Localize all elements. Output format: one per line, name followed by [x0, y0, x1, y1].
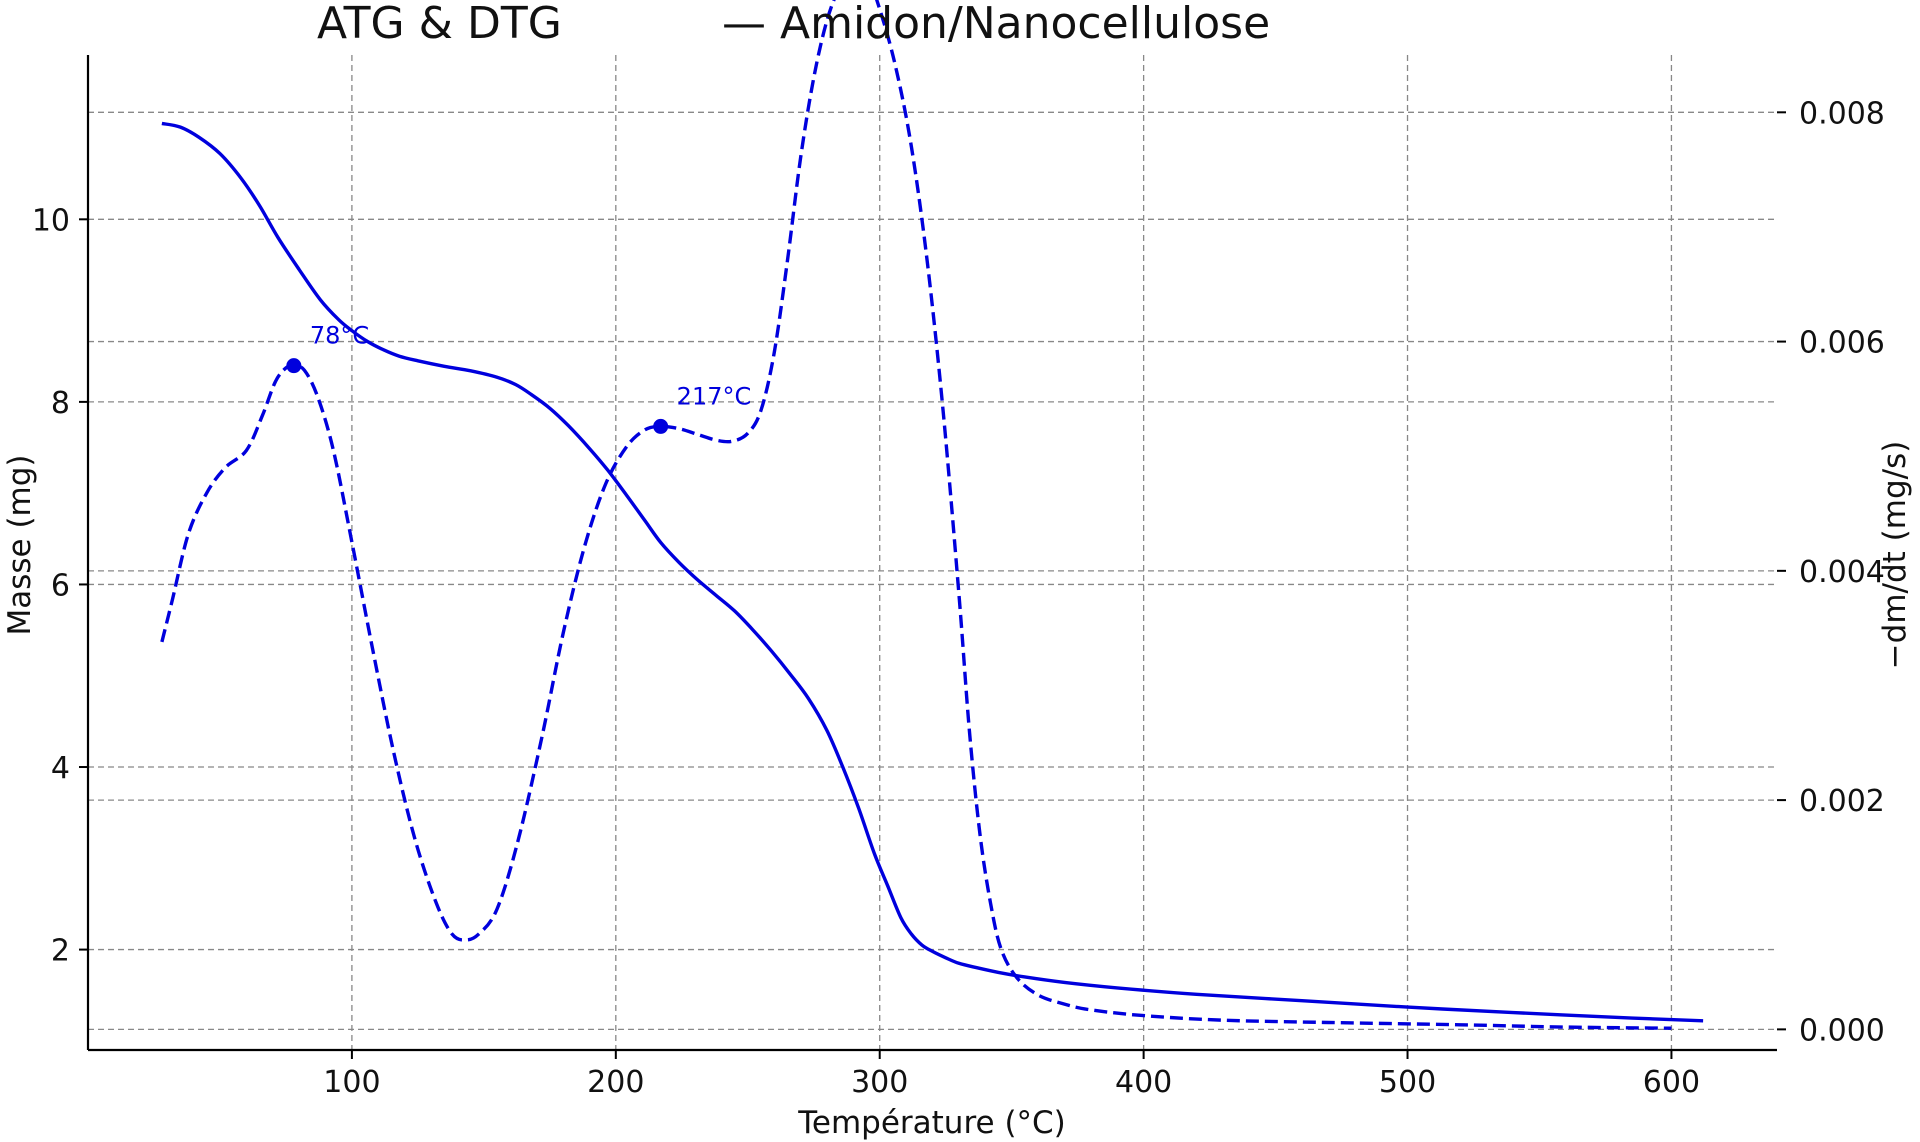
x-tick-label: 600: [1643, 1065, 1700, 1100]
peak-marker: [653, 418, 669, 434]
tick-labels: 100 200 300 400 500 600 2 4 6 8 10 0.000 0.002 0.004 0…: [32, 96, 1885, 1100]
chart-subtitle: — Amidon/Nanocellulose: [722, 0, 1270, 49]
chart-title: ATG & DTG: [317, 0, 562, 49]
x-axis-label: Température (°C): [797, 1105, 1066, 1141]
grid: [88, 55, 1777, 1050]
y-tick-label: 6: [51, 568, 70, 603]
y-tick-label: 8: [51, 386, 70, 421]
x-tick-label: 400: [1115, 1065, 1172, 1100]
y-right-tick-label: 0.002: [1799, 784, 1885, 819]
y-right-tick-label: 0.004: [1799, 555, 1885, 590]
x-tick-label: 100: [323, 1065, 380, 1100]
y-right-axis-label: −dm/dt (mg/s): [1877, 441, 1913, 670]
series-layer: [160, 0, 1704, 1030]
y-tick-label: 10: [32, 203, 70, 238]
x-tick-label: 500: [1379, 1065, 1436, 1100]
peak-marker: [286, 358, 302, 374]
peak-label: 217°C: [677, 382, 752, 410]
axes: [86, 55, 1777, 1052]
y-right-tick-label: 0.000: [1799, 1013, 1885, 1048]
dtg-line: [160, 0, 1672, 1030]
peak-label: 78°C: [310, 322, 369, 350]
y-tick-label: 4: [51, 751, 70, 786]
tga-line: [161, 121, 1704, 1023]
x-tick-label: 300: [851, 1065, 908, 1100]
x-tick-label: 200: [587, 1065, 644, 1100]
y-right-tick-label: 0.006: [1799, 326, 1885, 361]
y-axis-label: Masse (mg): [2, 454, 38, 635]
y-right-tick-label: 0.008: [1799, 96, 1885, 131]
y-tick-label: 2: [51, 934, 70, 969]
